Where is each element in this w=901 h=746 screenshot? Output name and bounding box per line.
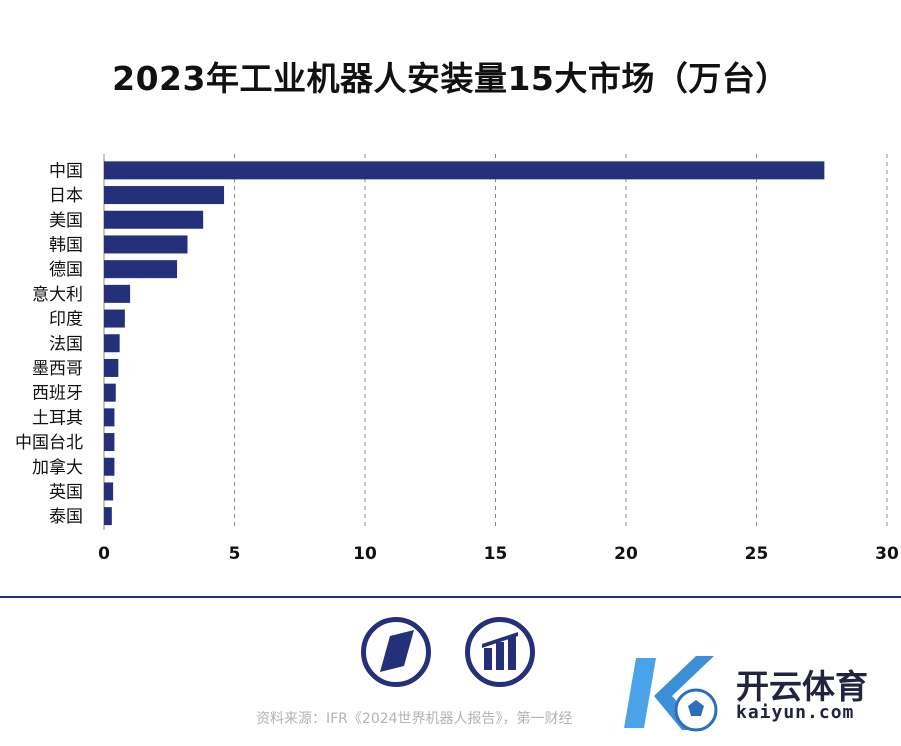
category-label: 美国 [49, 211, 83, 231]
bar-4 [104, 260, 178, 279]
chart-title: 2023年工业机器人安装量15大市场（万台） [112, 59, 789, 98]
category-label: 意大利 [32, 285, 83, 305]
category-label: 中国 [49, 161, 83, 181]
x-tick-label: 30 [875, 544, 899, 564]
bar-13 [104, 482, 114, 501]
category-label: 西班牙 [32, 384, 83, 404]
bar-5 [104, 284, 131, 303]
bar-0 [104, 161, 825, 180]
category-label: 印度 [49, 310, 83, 330]
watermark-domain: kaiyun.com [736, 702, 855, 723]
grid-lines [103, 154, 888, 530]
bar-1 [104, 186, 225, 205]
kaiyun-logo-icon [624, 656, 718, 732]
bar-3 [104, 235, 188, 254]
category-label: 墨西哥 [32, 359, 83, 379]
x-tick-label: 5 [229, 544, 241, 564]
bar-10 [104, 408, 115, 427]
x-tick-label: 15 [484, 544, 508, 564]
source-note: 资料来源：IFR《2024世界机器人报告》，第一财经 [256, 711, 573, 727]
bar-2 [104, 210, 204, 229]
bar-6 [104, 309, 125, 328]
bar-8 [104, 358, 119, 377]
category-label: 法国 [49, 334, 83, 354]
category-label: 加拿大 [32, 457, 83, 478]
category-label: 土耳其 [32, 408, 83, 428]
first-finance-logo-icon [361, 617, 431, 687]
bar-12 [104, 457, 115, 476]
bar-9 [104, 383, 116, 402]
category-label: 德国 [49, 260, 83, 280]
watermark-name: 开云体育 [736, 667, 868, 706]
x-tick-label: 20 [614, 544, 638, 564]
bar-7 [104, 334, 120, 353]
x-tick-labels: 0 5 10 15 20 25 30 [98, 544, 899, 564]
bar-logo-icon [465, 617, 535, 687]
category-label: 日本 [49, 186, 83, 206]
bar-14 [104, 507, 112, 526]
category-label: 英国 [49, 482, 83, 502]
divider-line [0, 596, 901, 598]
category-label: 韩国 [49, 235, 83, 255]
x-tick-label: 25 [745, 544, 769, 564]
x-tick-label: 0 [98, 544, 110, 564]
x-tick-label: 10 [353, 544, 377, 564]
bars [104, 161, 825, 526]
category-label: 泰国 [49, 507, 83, 527]
bar-11 [104, 433, 115, 452]
category-label: 中国台北 [15, 433, 83, 453]
